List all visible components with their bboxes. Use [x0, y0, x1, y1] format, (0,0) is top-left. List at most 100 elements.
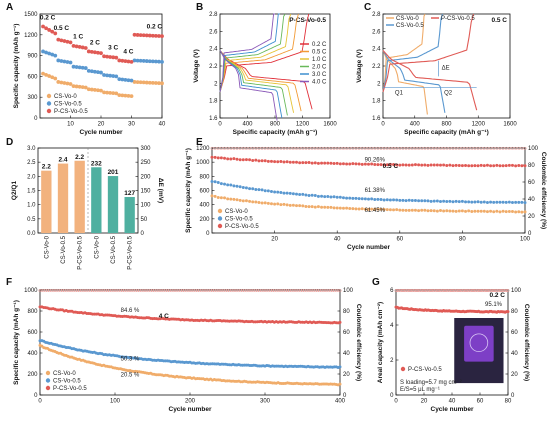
data-point: [269, 202, 273, 206]
ce-point: [66, 288, 70, 293]
ce-point: [454, 146, 458, 150]
data-point: [464, 200, 468, 204]
data-point: [451, 200, 455, 204]
data-point: [429, 209, 433, 213]
data-point: [62, 59, 67, 64]
data-point: [254, 158, 258, 162]
data-point: [244, 186, 248, 190]
x-tick-label: 1200: [472, 122, 486, 128]
y2-tick-label: 20: [511, 372, 518, 378]
ce-point: [278, 288, 282, 293]
data-point: [489, 164, 493, 168]
ce-point: [299, 288, 303, 293]
data-point: [492, 164, 496, 168]
data-point: [435, 199, 439, 203]
y-tick-label: 2.8: [209, 12, 218, 18]
ce-point: [451, 146, 455, 150]
ce-point: [327, 288, 331, 293]
y-axis-label: Specific capacity (mAh g⁻¹): [13, 24, 20, 109]
discharge-curve: [219, 50, 313, 110]
data-point: [219, 196, 223, 200]
ce-point: [135, 288, 140, 293]
data-point: [41, 49, 45, 54]
data-point: [507, 163, 511, 167]
ce-point: [190, 288, 194, 293]
legend-swatch: [45, 370, 51, 376]
data-point: [420, 163, 424, 167]
data-point: [273, 202, 277, 206]
data-point: [285, 203, 289, 207]
panel-letter: F: [6, 277, 12, 288]
data-point: [147, 33, 152, 38]
y-tick-label: 1.8: [372, 99, 381, 105]
data-point: [357, 197, 361, 201]
data-point: [398, 198, 402, 202]
ce-point: [210, 288, 215, 293]
x-tick-label: 400: [242, 122, 253, 128]
ce-point: [44, 288, 48, 293]
data-point: [510, 163, 514, 167]
data-point: [285, 160, 289, 164]
data-point: [47, 28, 52, 32]
y2-tick-label: 100: [343, 288, 354, 294]
data-point: [482, 200, 486, 204]
data-point: [96, 88, 100, 93]
data-point: [83, 46, 88, 50]
data-point: [417, 163, 421, 167]
data-point: [241, 199, 245, 203]
data-point: [147, 59, 152, 64]
data-point: [388, 162, 392, 166]
y2-tick-label: 20: [528, 214, 535, 220]
ce-point: [237, 288, 241, 293]
data-point: [388, 198, 392, 202]
rate-label: 4 C: [123, 49, 133, 56]
ce-point: [448, 146, 452, 150]
data-point: [126, 94, 131, 98]
data-point: [135, 33, 140, 37]
ce-point: [520, 146, 524, 150]
data-point: [307, 205, 311, 209]
data-point: [523, 201, 527, 205]
x-tick-label: 80: [505, 399, 512, 405]
data-point: [50, 29, 55, 34]
bar: [57, 163, 69, 233]
ce-point: [507, 146, 511, 150]
y-tick-label: 4: [390, 323, 394, 329]
data-point: [291, 192, 295, 196]
legend-label: 0.2 C: [312, 42, 327, 48]
q1-label: Q1: [395, 91, 404, 97]
data-point: [413, 198, 417, 202]
data-point: [304, 161, 308, 165]
y2-tick-label: 80: [528, 163, 535, 169]
ce-point: [250, 288, 254, 293]
ce-point: [313, 146, 317, 150]
ce-point: [255, 288, 260, 293]
data-point: [407, 163, 411, 167]
data-point: [417, 209, 421, 213]
data-point: [470, 200, 474, 204]
y2-tick-label: 0: [141, 231, 145, 237]
ce-point: [207, 288, 211, 293]
data-point: [432, 209, 436, 213]
ce-point: [482, 146, 486, 150]
data-point: [454, 209, 458, 213]
ce-point: [376, 146, 380, 150]
ce-point: [329, 288, 333, 293]
rate-label: 0.2 C: [147, 24, 163, 31]
data-point: [357, 207, 361, 211]
inset-emblem: [469, 333, 489, 353]
data-point: [216, 195, 220, 199]
rate-label: 0.2 C: [489, 292, 505, 299]
ce-point: [149, 288, 153, 293]
bar-value-label: 232: [91, 160, 102, 167]
data-point: [257, 188, 261, 192]
y2-tick-label: 0: [343, 393, 347, 399]
data-point: [132, 32, 137, 37]
y2-tick-label: 0: [511, 393, 515, 399]
data-point: [329, 195, 333, 199]
ce-point: [420, 146, 424, 150]
discharge-curve: [219, 50, 283, 119]
data-point: [132, 58, 137, 63]
data-point: [83, 66, 88, 70]
data-point: [382, 163, 386, 167]
